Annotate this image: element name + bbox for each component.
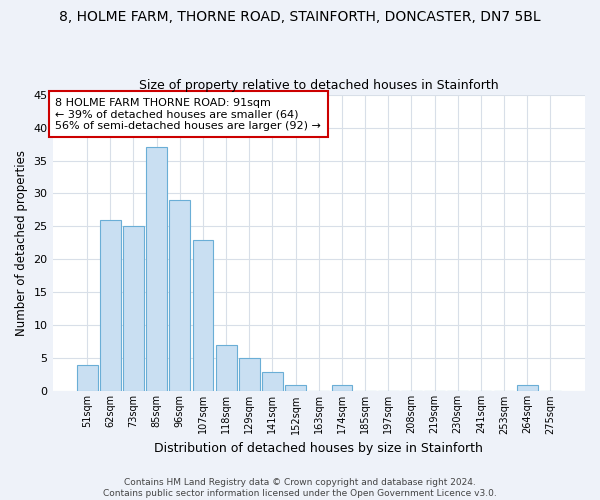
Text: 8 HOLME FARM THORNE ROAD: 91sqm
← 39% of detached houses are smaller (64)
56% of: 8 HOLME FARM THORNE ROAD: 91sqm ← 39% of…	[55, 98, 321, 130]
Bar	[169, 200, 190, 392]
Bar	[193, 240, 214, 392]
Bar	[262, 372, 283, 392]
Title: Size of property relative to detached houses in Stainforth: Size of property relative to detached ho…	[139, 79, 499, 92]
Y-axis label: Number of detached properties: Number of detached properties	[15, 150, 28, 336]
Bar	[517, 385, 538, 392]
Text: 8, HOLME FARM, THORNE ROAD, STAINFORTH, DONCASTER, DN7 5BL: 8, HOLME FARM, THORNE ROAD, STAINFORTH, …	[59, 10, 541, 24]
Bar	[123, 226, 144, 392]
Text: Contains HM Land Registry data © Crown copyright and database right 2024.
Contai: Contains HM Land Registry data © Crown c…	[103, 478, 497, 498]
Bar	[332, 385, 352, 392]
Bar	[285, 385, 306, 392]
Bar	[216, 345, 236, 392]
Bar	[77, 365, 98, 392]
Bar	[239, 358, 260, 392]
Bar	[146, 148, 167, 392]
X-axis label: Distribution of detached houses by size in Stainforth: Distribution of detached houses by size …	[154, 442, 483, 455]
Bar	[100, 220, 121, 392]
